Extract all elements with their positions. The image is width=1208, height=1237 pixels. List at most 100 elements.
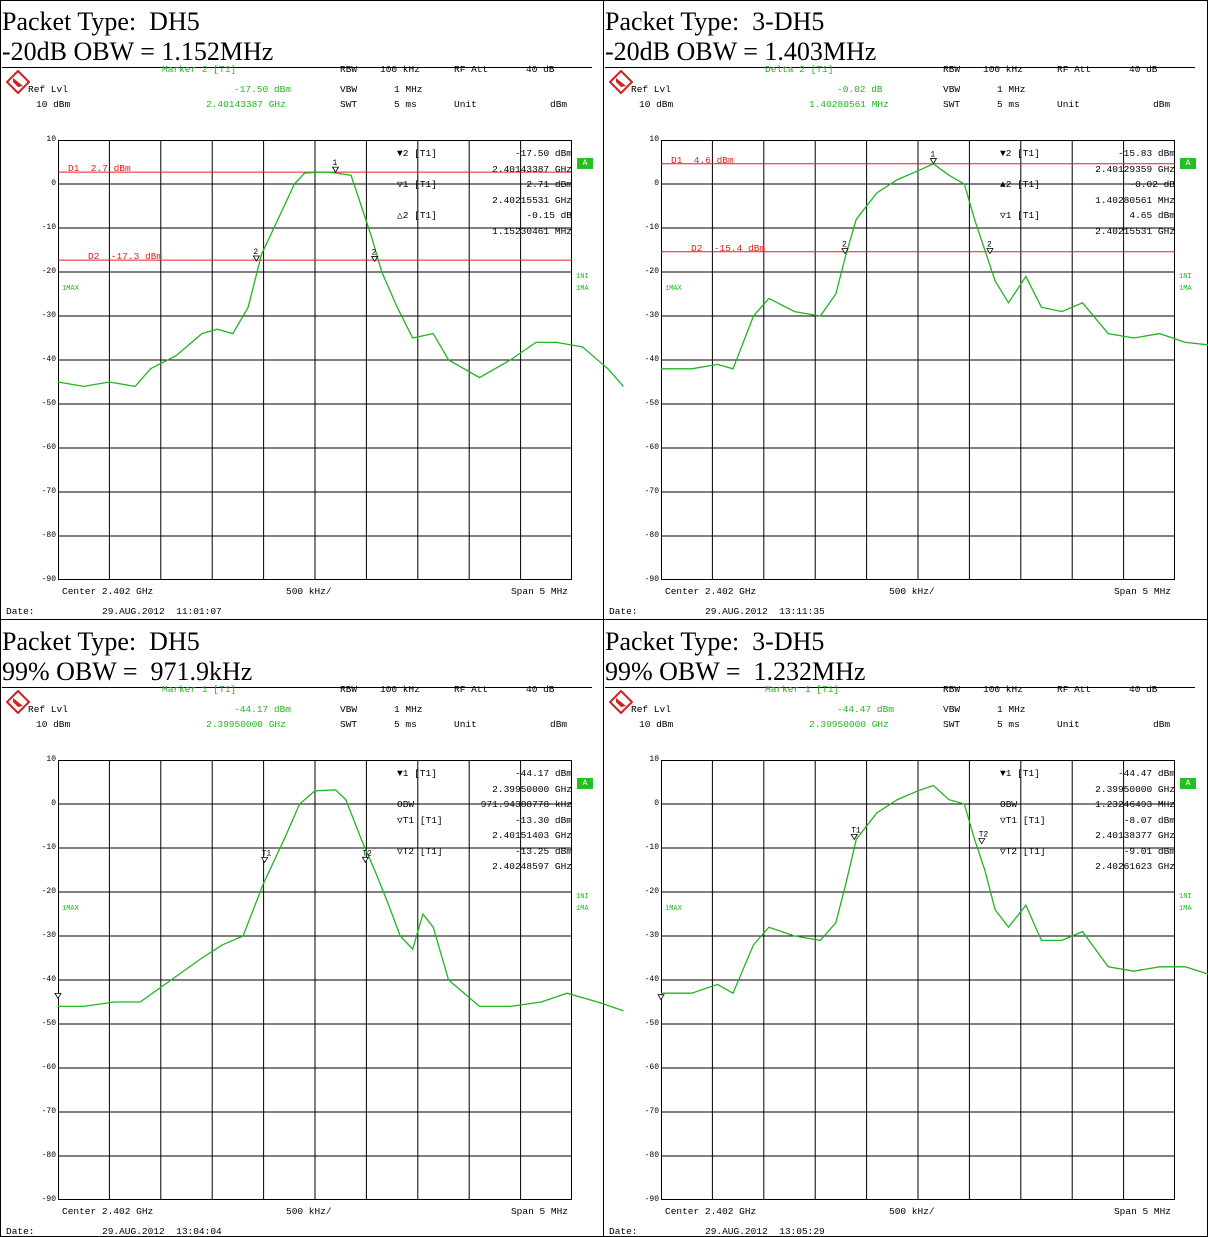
- rf-att-value: 40 dB: [1129, 684, 1158, 695]
- packet-type-title: Packet Type: DH5: [2, 627, 200, 656]
- rbw-label: RBW: [943, 684, 961, 695]
- y-tick-label: -60: [644, 443, 659, 452]
- y-tick-label: -60: [644, 1063, 659, 1072]
- trace-mode-label: 1MAX: [665, 905, 682, 913]
- display-line-label: D1 2.7 dBm: [68, 163, 131, 175]
- y-tick-label: -50: [41, 1019, 56, 1028]
- obw-title: 99% OBW = 1.232MHz: [605, 657, 866, 686]
- y-tick-label: -70: [41, 487, 56, 496]
- y-tick-label: 10: [649, 755, 659, 764]
- readout-value: 2.40151403 GHz: [492, 830, 572, 841]
- table-row-divider: [0, 619, 1208, 620]
- readout-value: 2.40138377 GHz: [1095, 830, 1175, 841]
- marker-level: -17.50 dBm: [234, 84, 292, 95]
- y-tick-label: -50: [644, 399, 659, 408]
- marker-number-label: 1: [333, 159, 338, 168]
- span-label: Span 5 MHz: [1113, 1206, 1171, 1217]
- readout-value: 2.40215531 GHz: [492, 194, 572, 206]
- readout-value: 2.40261623 GHz: [1095, 861, 1175, 872]
- obw-title: -20dB OBW = 1.403MHz: [605, 37, 877, 66]
- marker-label: Delta 2 [T1]: [765, 64, 834, 75]
- readout-marker-id: ▼2 [T1]: [397, 148, 437, 159]
- readout-marker-id: OBW: [397, 799, 415, 810]
- y-tick-label: 10: [46, 755, 56, 764]
- date-time: 29.AUG.2012 13:11:35: [705, 606, 825, 617]
- logo-mark: [13, 698, 23, 707]
- rf-att-label: RF Att: [1057, 684, 1092, 695]
- marker-level: -44.47 dBm: [837, 704, 895, 715]
- display-line-label: D2 -15.4 dBm: [691, 242, 766, 254]
- spectrum-plot: T1 T2: [657, 760, 1208, 1200]
- trace-a-badge: A: [1180, 158, 1196, 169]
- marker-triangle-icon: [54, 992, 62, 1000]
- vbw-value: 1 MHz: [997, 704, 1026, 715]
- readout-marker-id: ▼1 [T1]: [397, 768, 437, 779]
- marker-triangle-icon: [331, 166, 340, 173]
- side-label-1ma: 1MA: [576, 905, 589, 913]
- y-tick-label: -50: [41, 399, 56, 408]
- spectrum-trace: [58, 789, 624, 1012]
- marker-frequency: 2.39950000 GHz: [809, 719, 889, 730]
- marker-triangle-icon: [929, 158, 938, 165]
- obw-title: 99% OBW = 971.9kHz: [2, 657, 253, 686]
- vbw-label: VBW: [340, 704, 358, 715]
- vbw-label: VBW: [943, 704, 961, 715]
- spectrum-panel: Packet Type: 3-DH5 -20dB OBW = 1.403MHz De…: [605, 2, 1208, 617]
- rf-att-label: RF Att: [454, 684, 489, 695]
- marker-triangle-icon: [260, 857, 269, 864]
- y-tick-label: 0: [654, 179, 659, 188]
- spectrum-plot: T1 T2: [54, 760, 624, 1200]
- marker-number-label: T2: [979, 831, 989, 840]
- date-label: Date:: [6, 1226, 35, 1237]
- marker-number-label: T1: [262, 850, 272, 859]
- ref-level-label: Ref Lvl: [28, 84, 68, 95]
- readout-marker-id: ▽T2 [T1]: [397, 845, 443, 857]
- marker-label: Marker 2 [T1]: [162, 64, 237, 75]
- ref-level-label: Ref Lvl: [631, 84, 671, 95]
- marker-triangle-icon: [361, 856, 370, 864]
- marker-number-label: T1: [851, 827, 861, 836]
- frequency-per-division: 500 kHz/: [286, 586, 332, 597]
- y-tick-label: -10: [644, 843, 659, 852]
- rohde-schwarz-logo-icon: [6, 690, 30, 714]
- marker-frequency: 2.39950000 GHz: [206, 719, 286, 730]
- marker-triangle-icon: [657, 994, 665, 1001]
- readout-value: 4.65 dBm: [1129, 210, 1175, 221]
- trace-a-badge: A: [577, 778, 593, 789]
- packet-type-title: Packet Type: DH5: [2, 7, 200, 36]
- vbw-label: VBW: [943, 84, 961, 95]
- swt-value: 5 ms: [997, 719, 1020, 730]
- rbw-value: 100 kHz: [380, 64, 420, 75]
- ref-level-label: Ref Lvl: [631, 704, 671, 715]
- frequency-per-division: 500 kHz/: [286, 1206, 332, 1217]
- vbw-value: 1 MHz: [394, 704, 423, 715]
- ref-level-value: 10 dBm: [36, 719, 71, 730]
- readout-value: -15.83 dBm: [1117, 148, 1175, 159]
- display-line-label: D2 -17.3 dBm: [88, 251, 163, 263]
- unit-value: dBm: [550, 719, 568, 730]
- trace-a-badge: A: [1180, 778, 1196, 789]
- marker-number-label: 2: [372, 248, 377, 257]
- side-label-1ni: 1NI: [576, 273, 589, 281]
- y-tick-label: -10: [644, 223, 659, 232]
- readout-marker-id: OBW: [1000, 799, 1018, 810]
- rohde-schwarz-logo-icon: [609, 70, 633, 94]
- marker-level: -0.02 dB: [837, 84, 883, 95]
- date-time: 29.AUG.2012 11:01:07: [102, 606, 222, 617]
- date-label: Date:: [6, 606, 35, 617]
- swt-label: SWT: [340, 99, 358, 110]
- swt-label: SWT: [943, 99, 961, 110]
- rf-att-label: RF Att: [1057, 64, 1092, 75]
- rbw-label: RBW: [943, 64, 961, 75]
- span-label: Span 5 MHz: [1113, 586, 1171, 597]
- frequency-per-division: 500 kHz/: [889, 586, 935, 597]
- y-tick-label: -20: [644, 267, 659, 276]
- readout-marker-id: ▽T2 [T1]: [1000, 845, 1046, 857]
- readout-value: 2.40215531 GHz: [1095, 225, 1175, 237]
- readout-value: -0.02 dB: [1129, 179, 1175, 190]
- marker-label: Marker 1 [T1]: [162, 684, 237, 695]
- trace-mode-label: 1MAX: [665, 285, 682, 293]
- center-frequency: Center 2.402 GHz: [665, 586, 757, 597]
- readout-marker-id: ▼1 [T1]: [1000, 768, 1040, 779]
- spectrum-plot: 1 2 2: [661, 140, 1208, 580]
